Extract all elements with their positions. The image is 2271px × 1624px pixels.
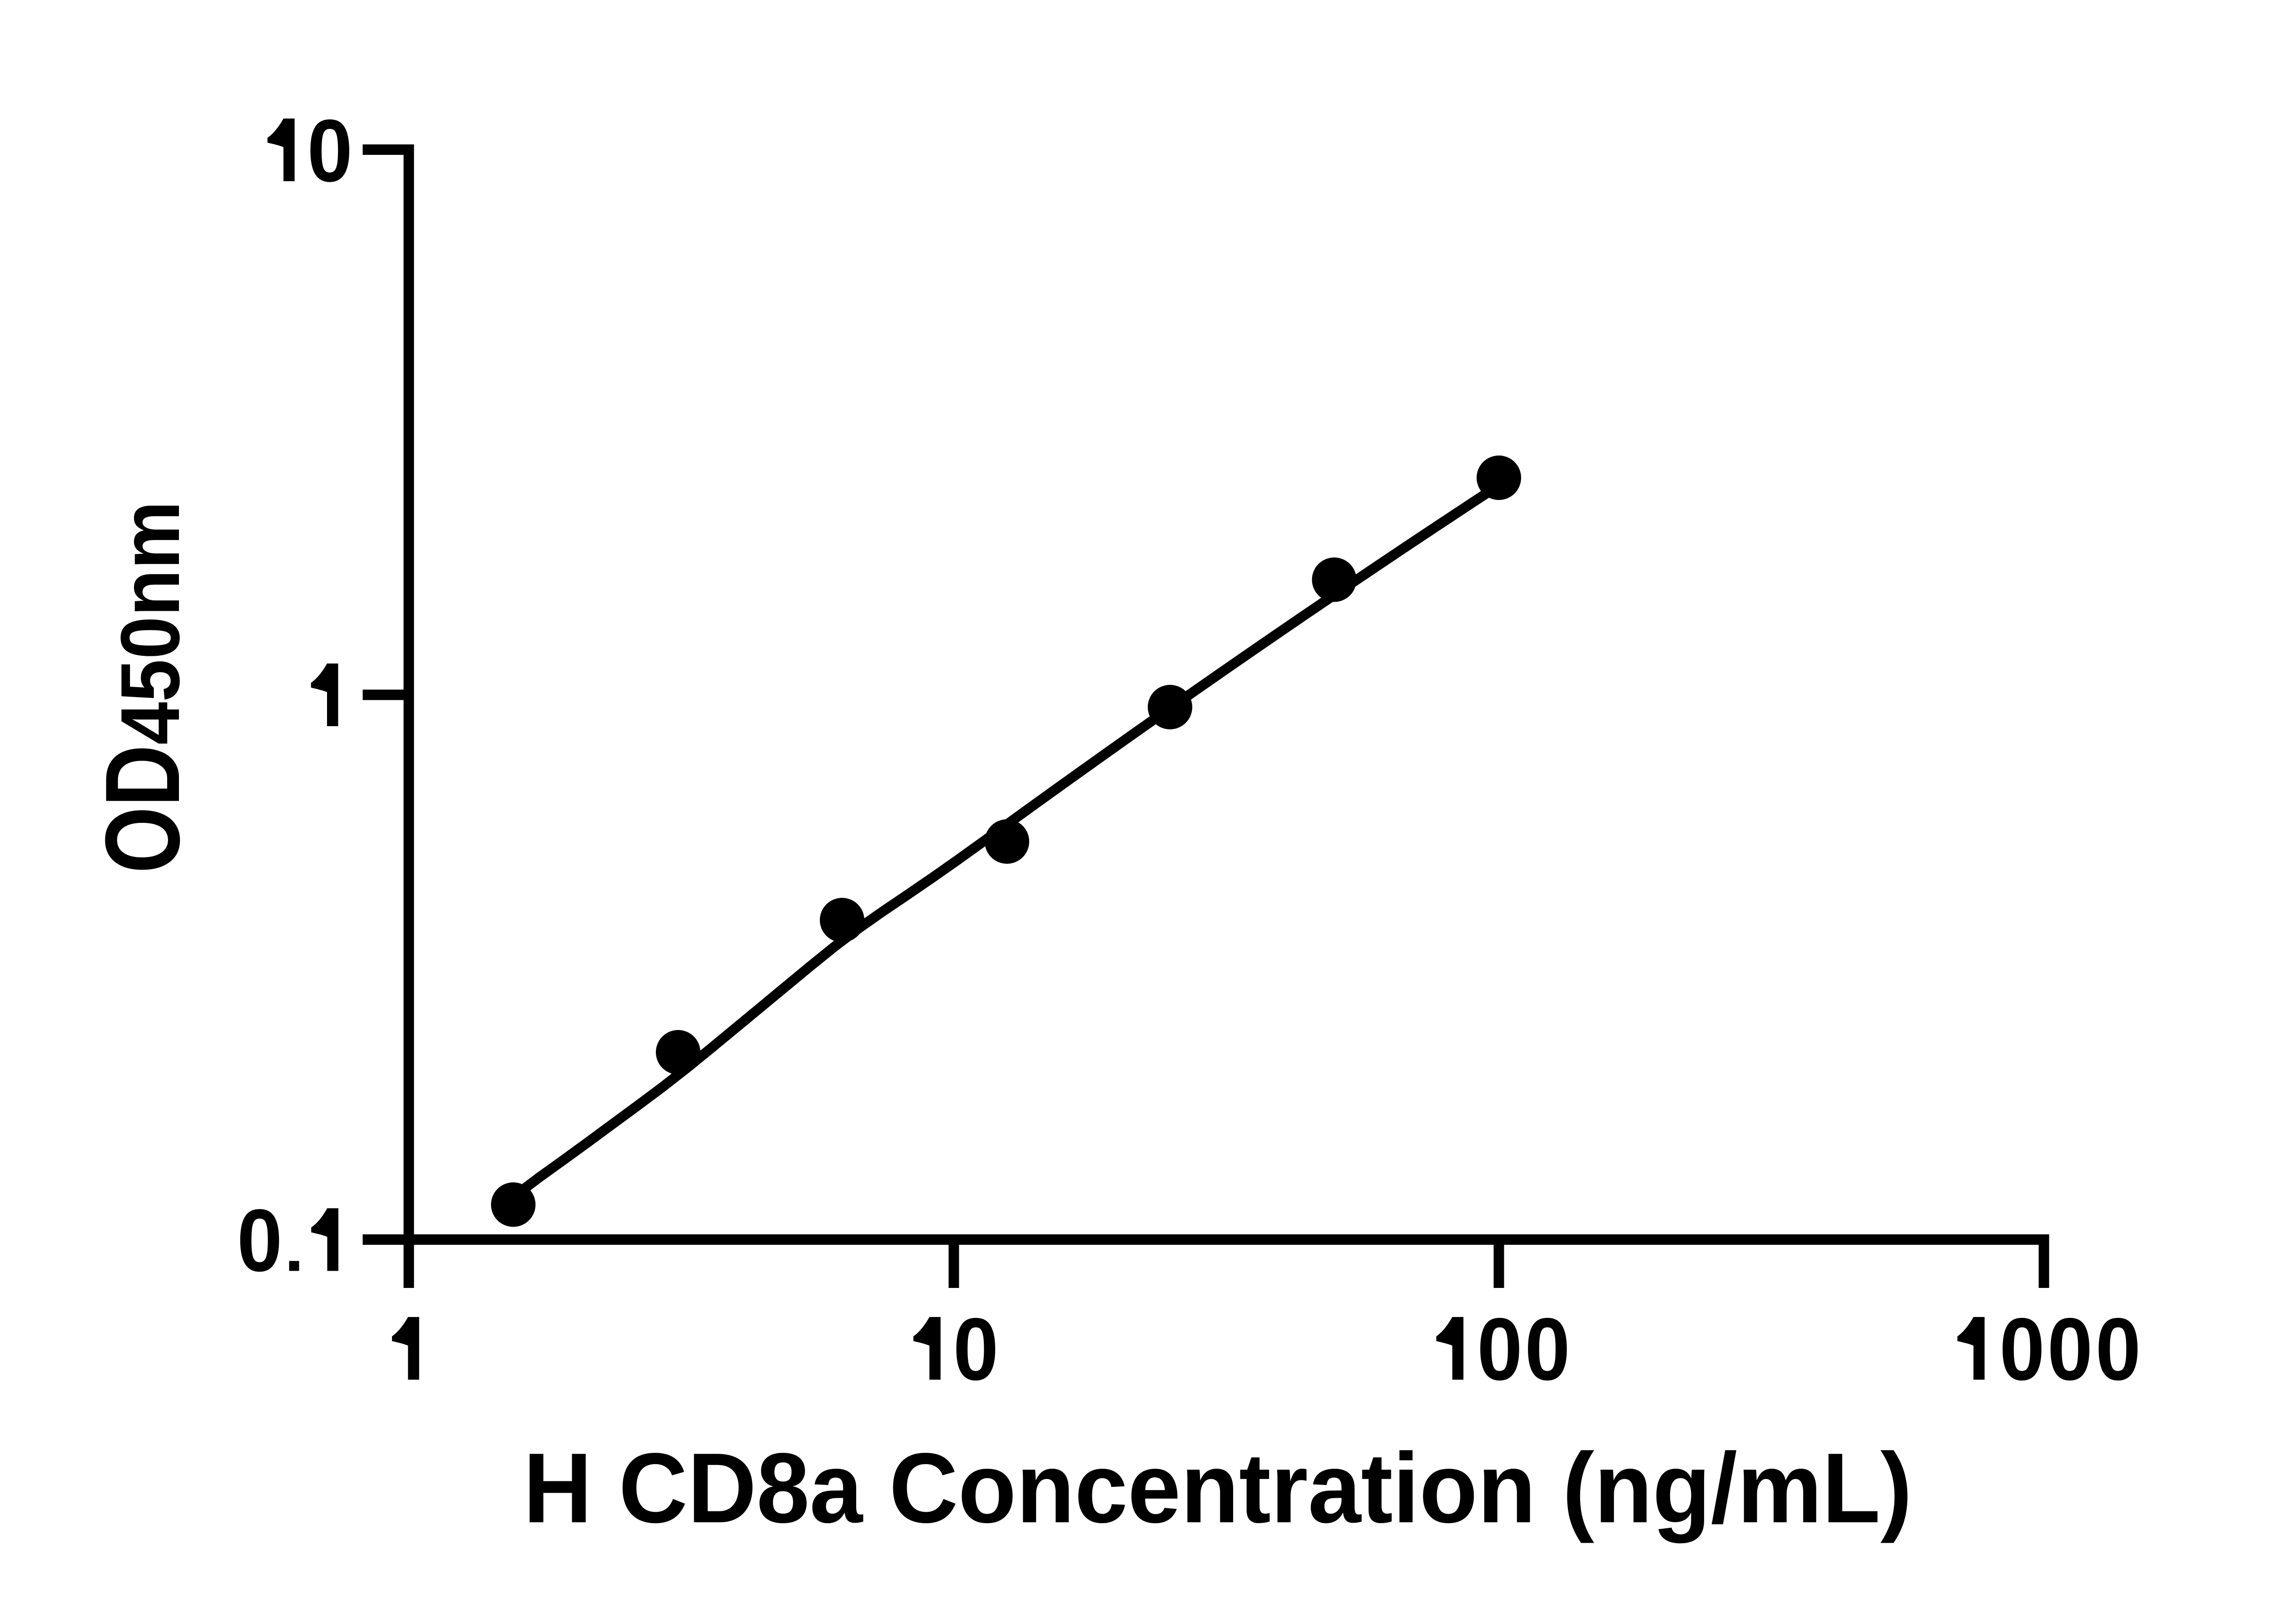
svg-text:0: 0: [1477, 1300, 1522, 1399]
svg-text:0: 0: [953, 1300, 999, 1399]
svg-text:H CD8a Concentration (ng/mL): H CD8a Concentration (ng/mL): [523, 1433, 1912, 1544]
svg-text:0: 0: [2048, 1300, 2093, 1399]
svg-text:450nm: 450nm: [103, 501, 197, 745]
svg-text:OD: OD: [84, 745, 202, 873]
svg-text:0: 0: [307, 101, 352, 200]
svg-text:0: 0: [1999, 1300, 2045, 1399]
svg-text:0: 0: [1525, 1300, 1570, 1399]
svg-text:0: 0: [2096, 1300, 2141, 1399]
svg-text:0: 0: [237, 1191, 283, 1290]
